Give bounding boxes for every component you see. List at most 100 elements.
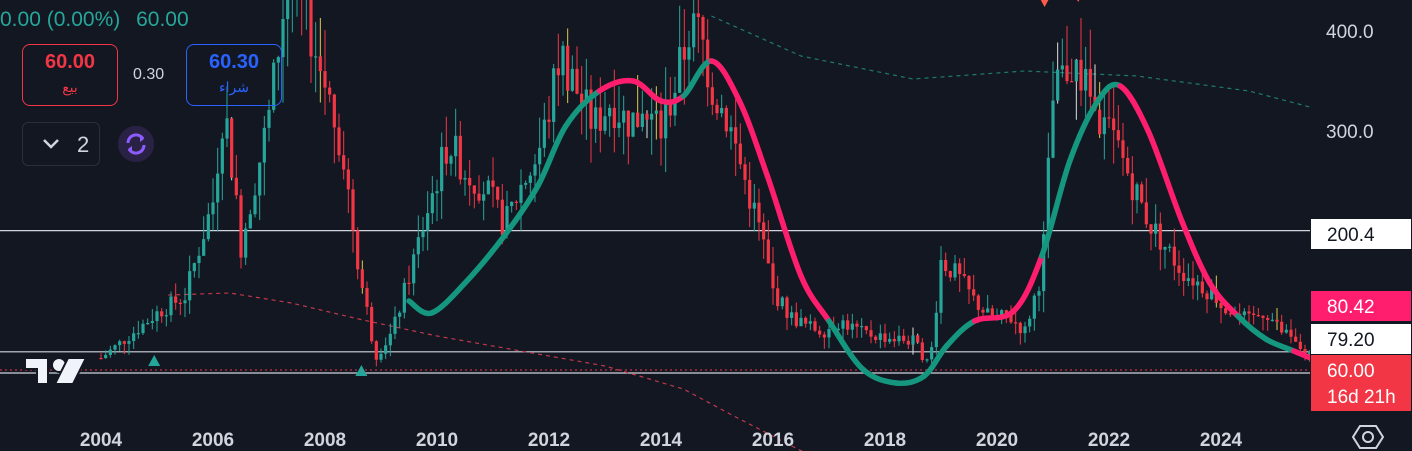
candle-body bbox=[850, 323, 854, 330]
candle-body bbox=[944, 259, 948, 272]
candle-body bbox=[430, 193, 434, 214]
candle-body bbox=[836, 328, 840, 331]
candle-body bbox=[654, 110, 658, 114]
candle-body bbox=[1065, 65, 1069, 82]
candle-body bbox=[846, 320, 850, 330]
candle-body bbox=[710, 87, 714, 105]
candle-body bbox=[1018, 322, 1022, 334]
candle-body bbox=[542, 119, 546, 148]
candle-body bbox=[1149, 224, 1153, 234]
candle-body bbox=[1298, 341, 1302, 350]
candle-body bbox=[1172, 246, 1176, 266]
candle-body bbox=[281, 19, 285, 58]
sell-signal-marker bbox=[1077, 0, 1080, 2]
candle-body bbox=[790, 312, 794, 318]
candle-body bbox=[328, 87, 332, 95]
settings-hex-icon[interactable] bbox=[1350, 423, 1386, 451]
candle-body bbox=[580, 93, 584, 105]
candle-body bbox=[1256, 315, 1260, 317]
candle-body bbox=[1121, 140, 1125, 158]
candle-body bbox=[1228, 313, 1232, 315]
candle-body bbox=[930, 347, 934, 360]
candle-body bbox=[174, 296, 178, 303]
candle-body bbox=[262, 127, 266, 163]
candle-body bbox=[155, 311, 159, 322]
candle-body bbox=[113, 345, 117, 350]
candle-body bbox=[1074, 59, 1078, 82]
candle-body bbox=[239, 195, 243, 258]
candle-body bbox=[1107, 117, 1111, 119]
candle-body bbox=[505, 206, 509, 235]
candle-body bbox=[981, 309, 985, 313]
candle-body bbox=[678, 47, 682, 93]
candle-body bbox=[976, 295, 980, 310]
candle-body bbox=[860, 326, 864, 328]
price-label-text: 200.4 bbox=[1327, 225, 1375, 246]
candle-body bbox=[1163, 246, 1167, 250]
price-axis[interactable]: 400.0 300.0 200.4 80.42 79.20 60.00 16d 21h bbox=[1310, 0, 1412, 451]
buy-button[interactable]: 60.30 شراء bbox=[186, 44, 282, 106]
candle-body bbox=[1158, 223, 1162, 250]
time-tick-label: 2016 bbox=[752, 430, 794, 451]
ma-upper-line bbox=[711, 15, 1345, 117]
price-level-lines bbox=[0, 230, 1310, 374]
candle-body bbox=[594, 107, 598, 129]
candle-body bbox=[1275, 319, 1279, 322]
hull-ma-segment bbox=[1145, 128, 1185, 224]
candle-body bbox=[496, 186, 500, 200]
candle-body bbox=[463, 177, 467, 180]
candle-body bbox=[664, 103, 668, 139]
candle-body bbox=[314, 56, 318, 58]
hull-ma-segment bbox=[1207, 280, 1241, 319]
candle-body bbox=[864, 326, 868, 331]
hull-ma-segment bbox=[826, 318, 866, 372]
candle-body bbox=[346, 169, 350, 190]
candle-body bbox=[622, 110, 626, 123]
candle-body bbox=[650, 113, 654, 120]
candle-body bbox=[234, 177, 238, 196]
sell-label: بيع bbox=[62, 79, 78, 95]
hull-ma-segment bbox=[736, 98, 771, 179]
candle-body bbox=[687, 47, 691, 60]
sell-button[interactable]: 60.00 بيع bbox=[22, 44, 118, 106]
candle-body bbox=[384, 345, 388, 354]
chevron-down-icon bbox=[43, 139, 59, 149]
candle-body bbox=[570, 68, 574, 91]
candle-body bbox=[435, 191, 439, 194]
buy-signal-marker bbox=[355, 365, 368, 376]
signal-markers bbox=[148, 0, 1080, 376]
candle-body bbox=[953, 263, 957, 278]
candle-body bbox=[911, 335, 915, 345]
time-tick-label: 2018 bbox=[864, 430, 906, 451]
candle-body bbox=[1177, 265, 1181, 273]
candle-body bbox=[258, 162, 262, 196]
candle-body bbox=[360, 269, 364, 288]
last-price: 60.00 bbox=[136, 8, 189, 31]
candle-body bbox=[902, 335, 906, 341]
candle-body bbox=[1261, 315, 1265, 318]
price-label-badge bbox=[1311, 355, 1411, 411]
price-tick-label: 400.0 bbox=[1326, 22, 1374, 43]
candle-body bbox=[1000, 310, 1004, 316]
candle-body bbox=[855, 323, 859, 327]
quantity-selector[interactable]: 2 bbox=[22, 122, 100, 166]
candle-body bbox=[122, 341, 126, 344]
candle-body bbox=[631, 112, 635, 137]
hull-ma-segment bbox=[1263, 336, 1297, 354]
candle-body bbox=[925, 359, 929, 361]
candle-body bbox=[883, 333, 887, 342]
tradingview-logo-icon[interactable] bbox=[22, 352, 92, 388]
refresh-icon[interactable] bbox=[118, 126, 154, 162]
candle-body bbox=[939, 259, 943, 313]
candle-body bbox=[1280, 321, 1284, 333]
candle-body bbox=[220, 138, 224, 174]
candle-body bbox=[897, 335, 901, 342]
candle-body bbox=[748, 179, 752, 209]
candle-body bbox=[178, 302, 182, 304]
candle-body bbox=[1042, 234, 1046, 292]
candle-body bbox=[785, 297, 789, 318]
candle-body bbox=[645, 113, 649, 120]
candle-body bbox=[916, 335, 920, 343]
time-tick-label: 2024 bbox=[1200, 430, 1243, 451]
